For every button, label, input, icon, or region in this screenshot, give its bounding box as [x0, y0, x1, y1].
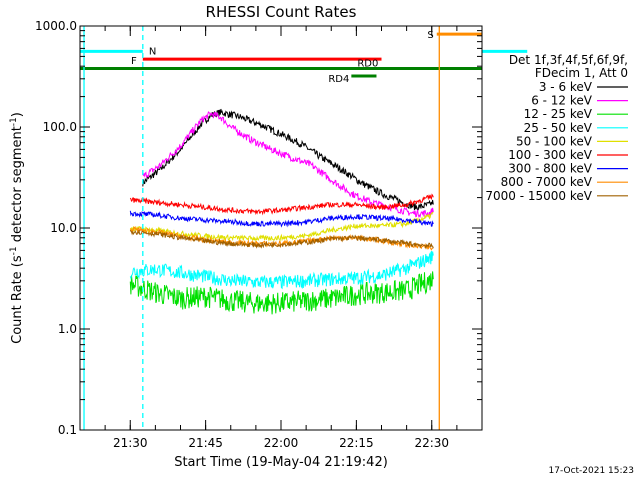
y-tick-label: 1.0 — [58, 322, 77, 336]
series-line-6 — [129, 210, 434, 228]
x-tick-label: 22:00 — [264, 436, 299, 450]
series-line-5 — [129, 193, 434, 216]
y-axis-label-end: ) — [10, 112, 25, 117]
legend-entry-label: 100 - 300 keV — [508, 148, 592, 162]
y-tick-label: 1000.0 — [35, 19, 77, 33]
flag-label-s: S — [427, 30, 433, 41]
series-line-0 — [142, 108, 434, 212]
y-tick-label: 100.0 — [43, 120, 77, 134]
legend-entry-label: 300 - 800 keV — [508, 162, 592, 176]
x-tick-label: 22:15 — [339, 436, 374, 450]
x-tick-label: 22:30 — [414, 436, 449, 450]
x-axis-label: Start Time (19-May-04 21:19:42) — [174, 455, 388, 470]
y-tick-label: 0.1 — [58, 423, 77, 437]
series-line-3 — [129, 250, 434, 290]
flag-label-f: F — [131, 56, 137, 67]
legend-header-2: FDecim 1, Att 0 — [535, 66, 628, 80]
legend-entry-label: 3 - 6 keV — [539, 80, 593, 94]
y-axis-label-main: Count Rate (s — [10, 255, 25, 344]
y-axis-label-sup1: -1 — [9, 246, 19, 255]
y-axis-label-sup2: -1 — [9, 117, 19, 126]
x-tick-label: 21:30 — [113, 436, 148, 450]
series-line-8 — [129, 229, 434, 250]
flag-label-rd4: RD4 — [328, 74, 349, 85]
y-axis-label-mid: detector segment — [10, 126, 25, 246]
legend-entry-label: 50 - 100 keV — [516, 134, 593, 148]
legend-entry-label: 6 - 12 keV — [531, 94, 593, 108]
y-tick-label: 10.0 — [50, 221, 77, 235]
flag-label-n: N — [149, 46, 156, 57]
legend-header-1: Det 1f,3f,4f,5f,6f,9f, — [509, 53, 628, 67]
series-line-1 — [142, 111, 434, 218]
y-axis-label: Count Rate (s-1 detector segment-1) — [9, 112, 25, 344]
chart-title: RHESSI Count Rates — [206, 3, 357, 21]
legend-entry-label: 7000 - 15000 keV — [485, 189, 592, 203]
legend-entry-label: 800 - 7000 keV — [501, 175, 593, 189]
series-line-2 — [129, 271, 434, 315]
flag-label-rd0: RD0 — [357, 58, 378, 69]
chart-timestamp: 17-Oct-2021 15:23 — [548, 466, 634, 476]
legend-entry-label: 12 - 25 keV — [524, 107, 593, 121]
x-tick-label: 21:45 — [188, 436, 223, 450]
legend-entry-label: 25 - 50 keV — [524, 121, 593, 135]
